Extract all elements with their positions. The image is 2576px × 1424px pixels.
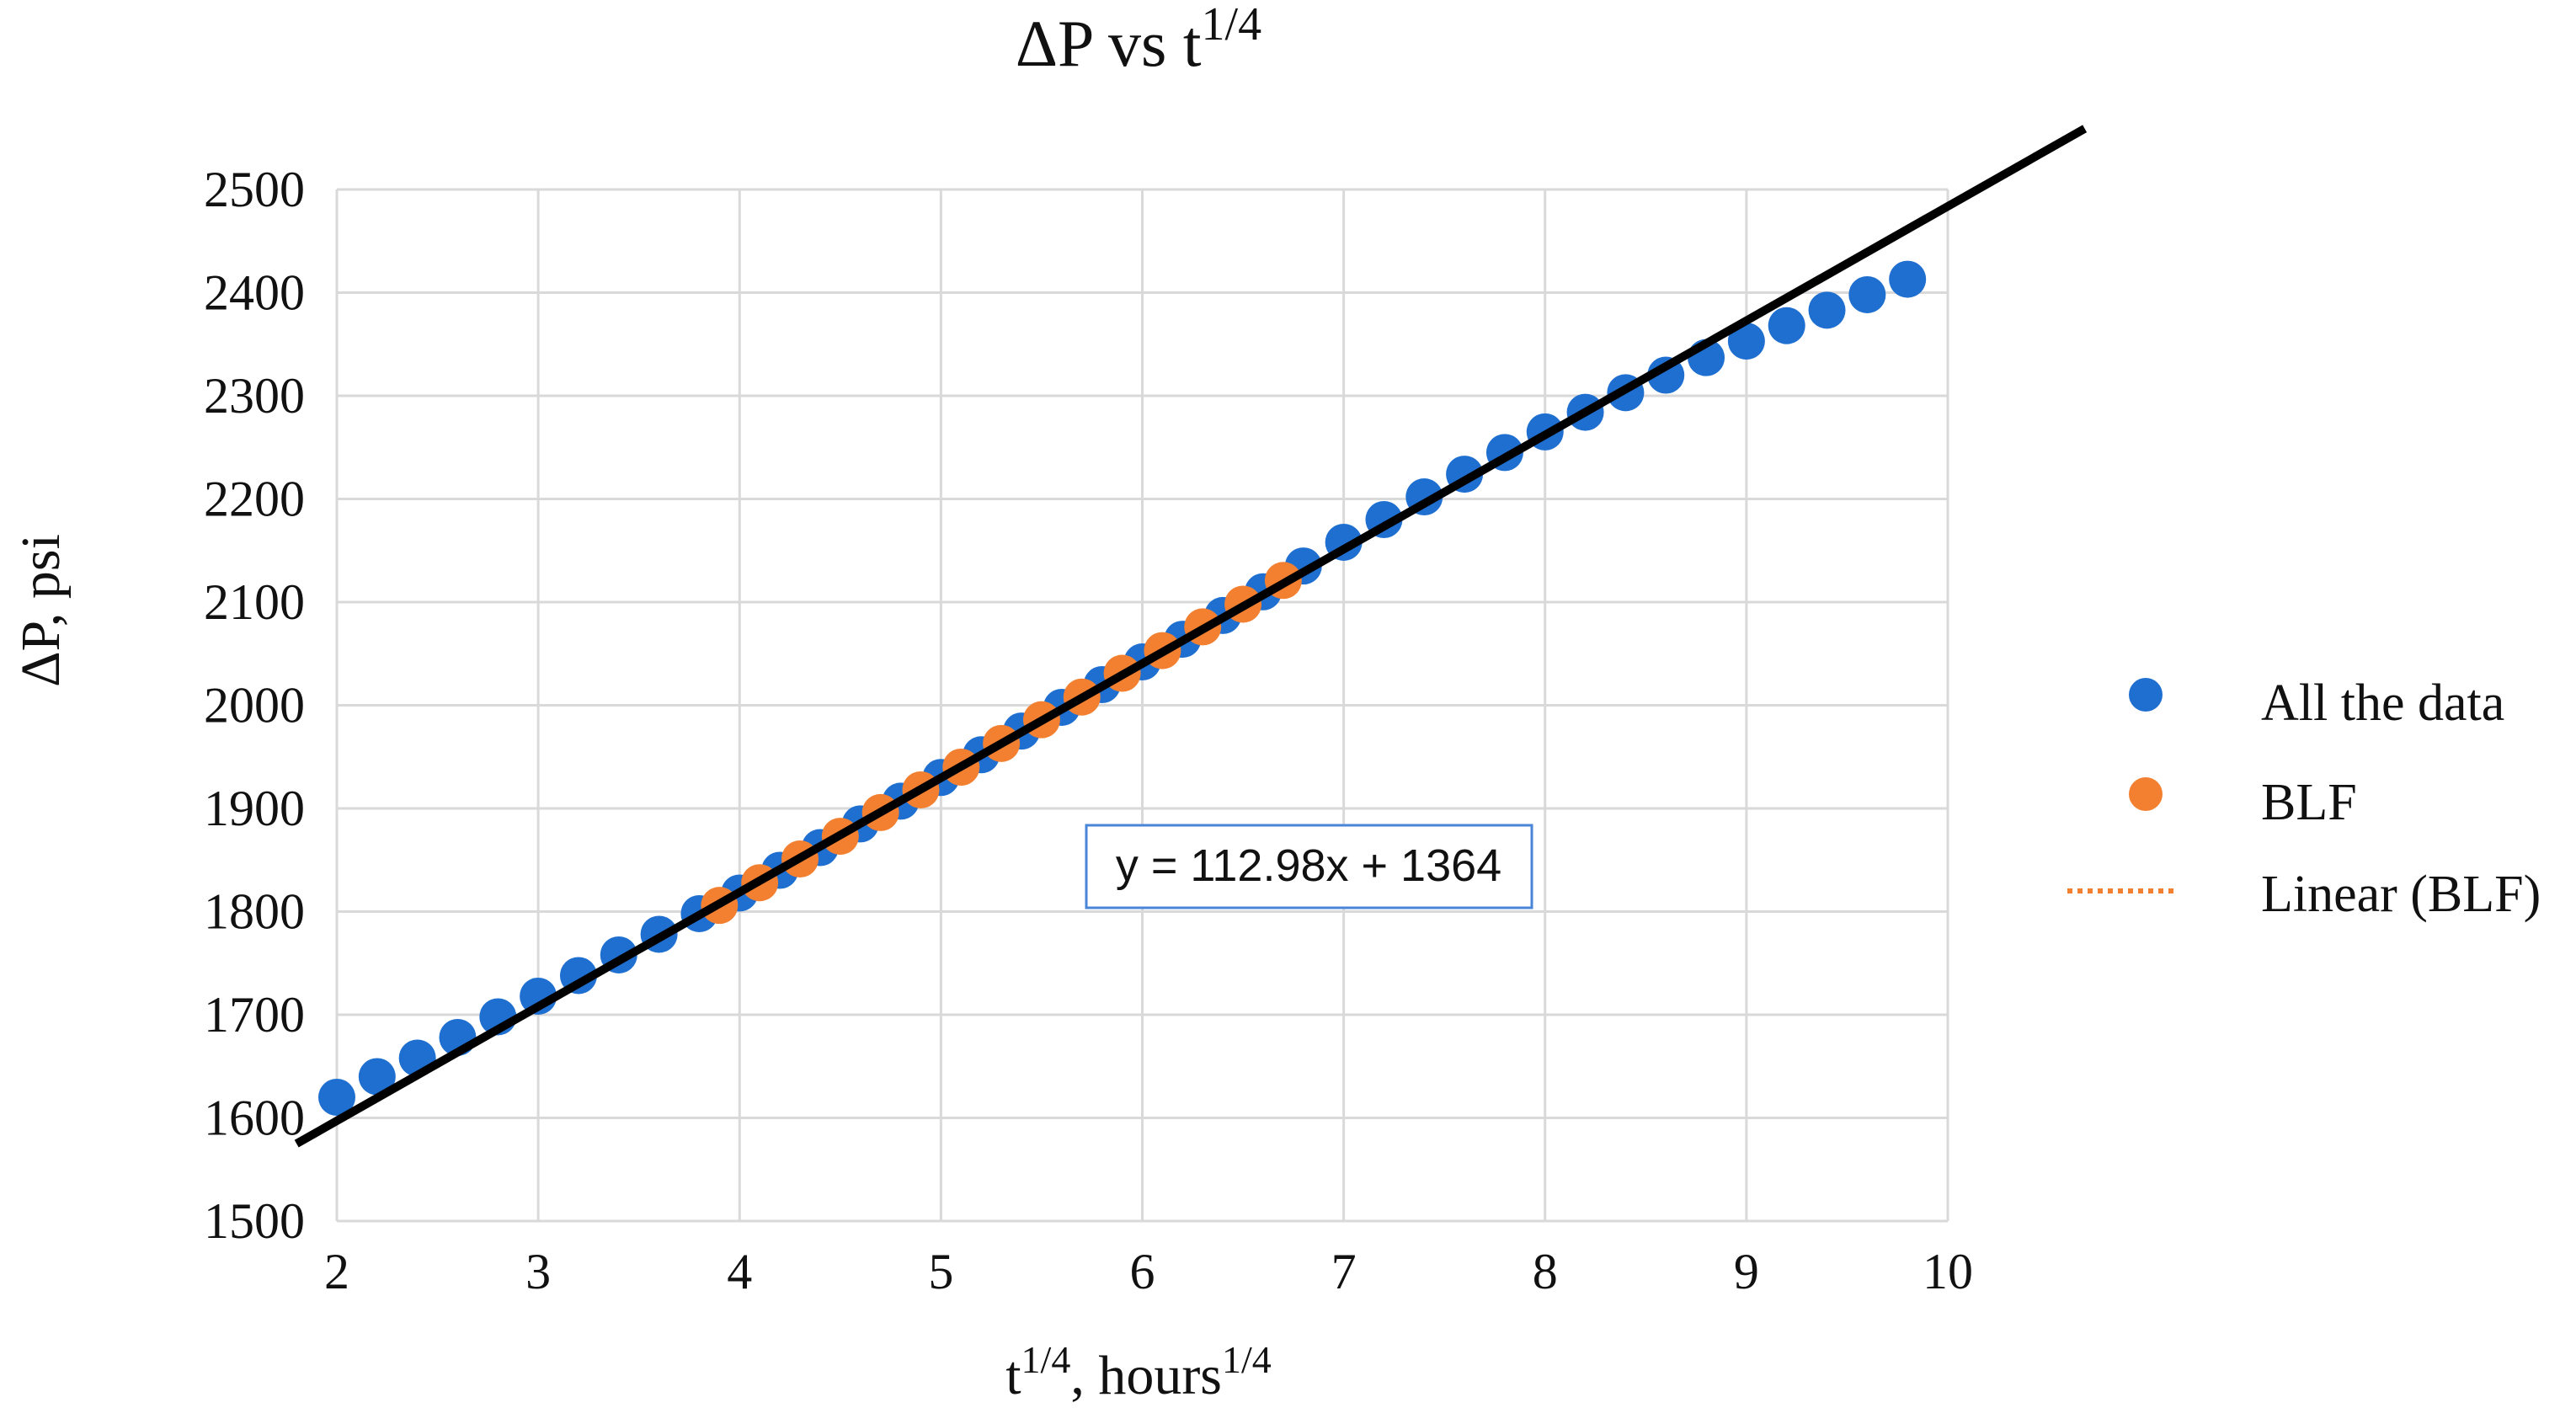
x-tick-label: 3 xyxy=(525,1244,551,1299)
y-tick-label: 2500 xyxy=(204,162,305,217)
x-label-text: t xyxy=(1005,1345,1021,1406)
x-tick-label: 7 xyxy=(1331,1244,1357,1299)
x-tick-label: 9 xyxy=(1734,1244,1759,1299)
legend-marker xyxy=(2129,678,2163,712)
x-tick-label: 10 xyxy=(1923,1244,1973,1299)
y-tick-label: 1800 xyxy=(204,884,305,940)
x-tick-label: 2 xyxy=(324,1244,349,1299)
x-label-sup: 1/4 xyxy=(1222,1338,1272,1381)
chart-title: ΔP vs t1/4 xyxy=(1016,0,1261,80)
y-tick-label: 2000 xyxy=(204,678,305,733)
x-label-sup: 1/4 xyxy=(1021,1338,1071,1381)
x-label-text: , hours xyxy=(1070,1345,1222,1406)
data-point xyxy=(1889,260,1927,298)
x-axis-label: t1/4, hours1/4 xyxy=(1005,1338,1272,1407)
legend-marker xyxy=(2129,777,2163,811)
equation-box xyxy=(1085,824,1533,909)
title-sup: 1/4 xyxy=(1202,0,1262,51)
equation-label: y = 112.98x + 1364 xyxy=(1116,840,1501,891)
y-tick-label: 2200 xyxy=(204,472,305,527)
data-point xyxy=(358,1058,396,1096)
x-tick-label: 5 xyxy=(928,1244,953,1299)
y-tick-label: 2100 xyxy=(204,574,305,630)
y-tick-label: 1500 xyxy=(204,1193,305,1249)
data-point xyxy=(318,1079,355,1116)
data-point xyxy=(1848,275,1886,313)
y-tick-label: 2400 xyxy=(204,265,305,321)
data-point xyxy=(1727,323,1765,360)
title-text: ΔP vs t xyxy=(1016,7,1202,80)
fit-line xyxy=(294,125,2088,1148)
x-tick-label: 4 xyxy=(727,1244,752,1299)
y-tick-label: 1700 xyxy=(204,987,305,1043)
y-axis-label: ΔP, psi xyxy=(10,534,72,687)
y-tick-label: 1600 xyxy=(204,1091,305,1146)
data-point xyxy=(1768,307,1805,344)
y-tick-label: 1900 xyxy=(204,781,305,836)
legend-label: BLF xyxy=(2261,774,2357,831)
legend-label: Linear (BLF) xyxy=(2261,866,2541,923)
data-point xyxy=(1808,291,1846,329)
legend-label: All the data xyxy=(2261,675,2504,732)
x-tick-label: 8 xyxy=(1533,1244,1558,1299)
y-tick-label: 2300 xyxy=(204,368,305,424)
x-tick-label: 6 xyxy=(1130,1244,1155,1299)
